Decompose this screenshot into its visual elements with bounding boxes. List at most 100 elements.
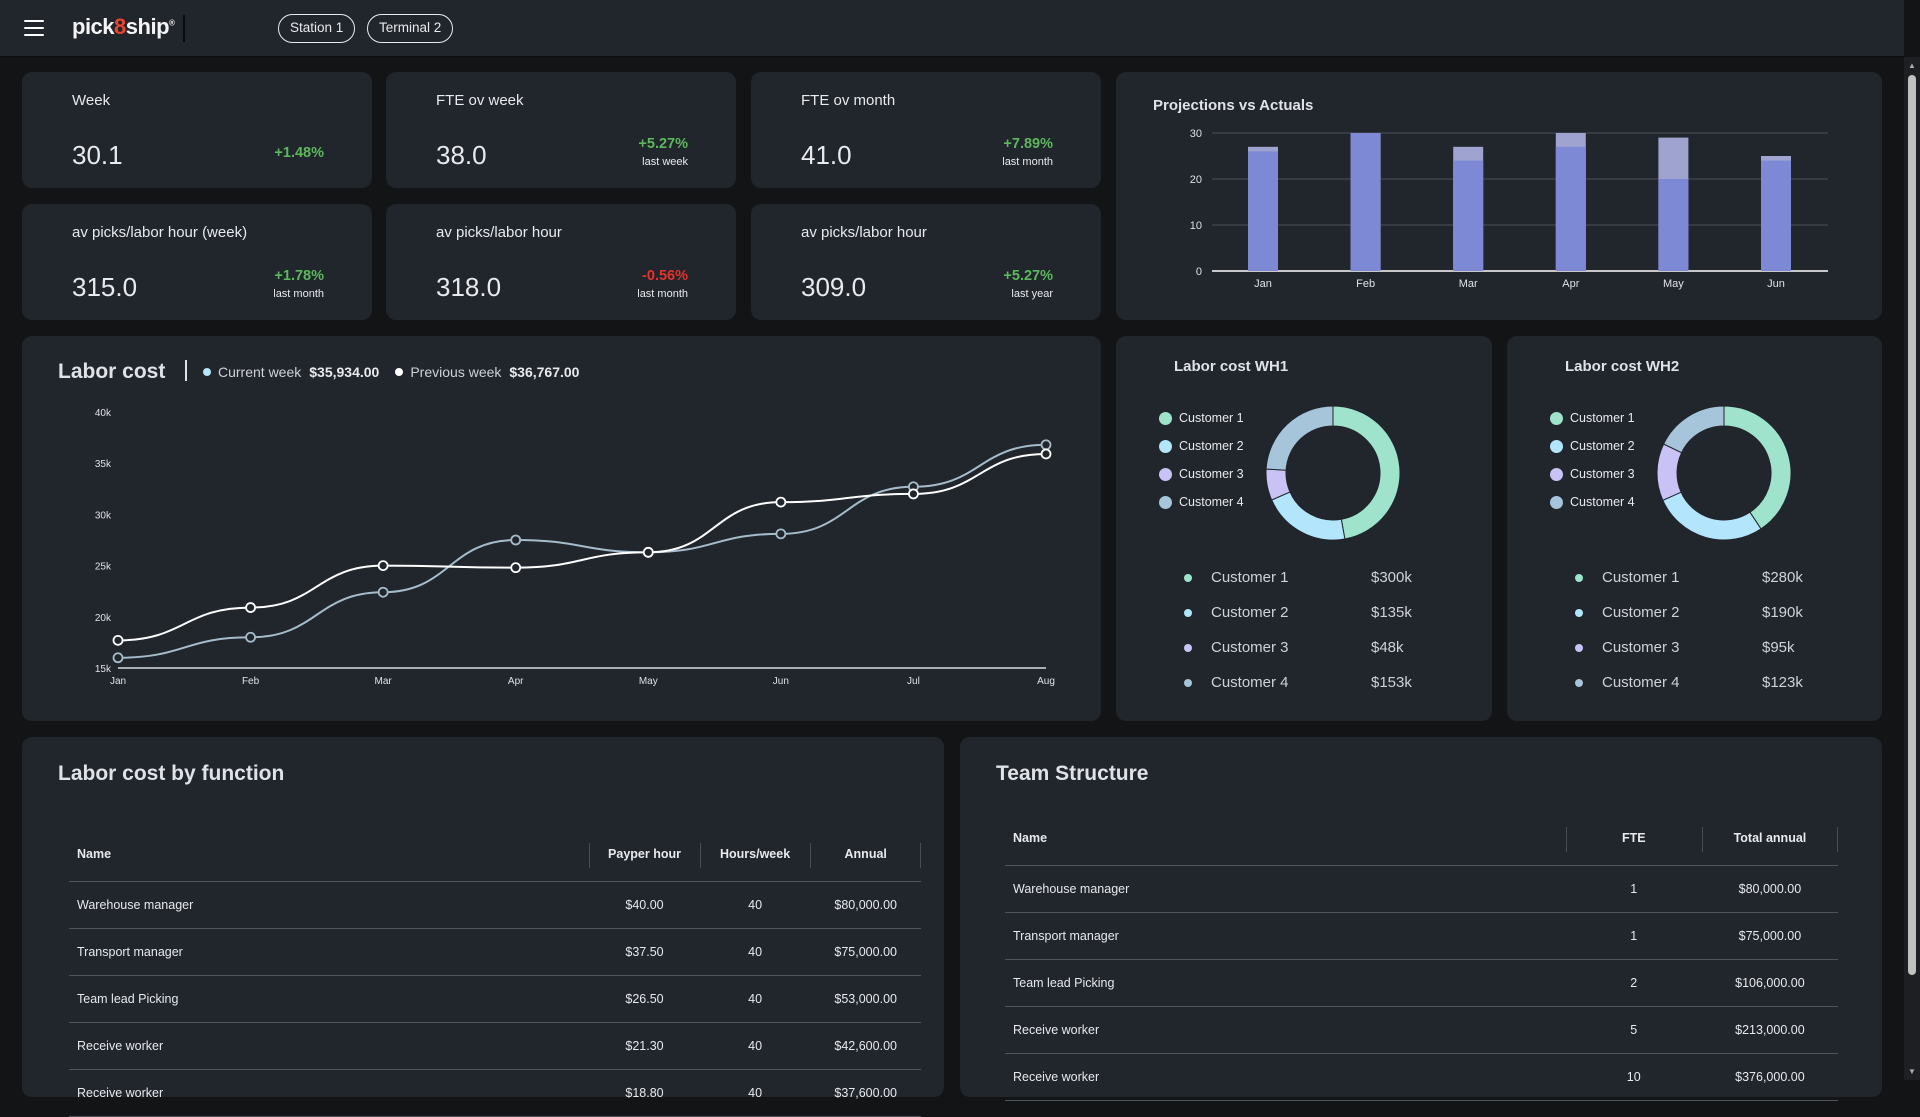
table-cell: $21.30 <box>625 1038 664 1053</box>
table-row[interactable]: Receive worker $18.80 40 $37,600.00 <box>69 1069 921 1116</box>
current-week-point[interactable] <box>775 528 787 540</box>
row-dot-icon <box>1575 643 1583 652</box>
previous-week-point[interactable] <box>775 496 787 508</box>
donut-slice[interactable] <box>1265 405 1334 471</box>
scroll-up-icon[interactable]: ▲ <box>1908 61 1916 70</box>
row-dot-icon <box>1184 573 1192 582</box>
table-row[interactable]: Team lead Picking $26.50 40 $53,000.00 <box>69 975 921 1022</box>
previous-week-point[interactable] <box>1040 448 1052 460</box>
scroll-down-icon[interactable]: ▼ <box>1908 1067 1916 1076</box>
labor-cost-by-function-card: Labor cost by function Name Payper hour Ho… <box>22 737 944 1116</box>
current-week-point[interactable] <box>112 652 124 664</box>
customer-cost-row: Customer 2 $135k <box>1184 604 1412 621</box>
table-cell: 40 <box>748 944 763 959</box>
x-tick-label: Jan <box>1254 278 1272 290</box>
donut-legend-item[interactable]: Customer 3 <box>1550 467 1635 481</box>
previous-week-total: $36,767.00 <box>509 364 580 380</box>
column-header[interactable]: Annual <box>810 827 921 881</box>
donut-legend-item[interactable]: Customer 1 <box>1159 411 1244 425</box>
customer-cost-row: Customer 1 $280k <box>1575 569 1803 586</box>
table-row[interactable]: Receive worker $21.30 40 $42,600.00 <box>69 1022 921 1069</box>
previous-week-dot-icon <box>395 368 404 376</box>
table-cell: 40 <box>748 991 763 1006</box>
table-cell: $26.50 <box>625 991 664 1006</box>
table-cell: 10 <box>1626 1069 1641 1084</box>
donut-slice[interactable] <box>1656 443 1683 501</box>
previous-week-point[interactable] <box>908 488 919 500</box>
donut-slice[interactable] <box>1332 405 1401 540</box>
column-header[interactable]: Total annual <box>1701 811 1839 865</box>
actual-bar[interactable] <box>1350 133 1381 271</box>
column-header[interactable]: FTE <box>1565 811 1702 865</box>
table-row[interactable]: Warehouse manager $40.00 40 $80,000.00 <box>69 881 921 928</box>
legend-dot-icon <box>1159 411 1172 425</box>
customer-name: Customer 3 <box>1211 639 1289 656</box>
table-cell: $80,000.00 <box>834 897 897 912</box>
previous-week-point[interactable] <box>377 560 389 572</box>
donut-slice[interactable] <box>1265 468 1291 501</box>
scrollbar-thumb[interactable] <box>1908 75 1916 975</box>
table-cell: $42,600.00 <box>834 1038 897 1053</box>
actual-bar[interactable] <box>1555 146 1586 271</box>
table-cell: $75,000.00 <box>1738 928 1802 943</box>
legend-dot-icon <box>1550 439 1563 453</box>
current-week-point[interactable] <box>510 534 522 546</box>
table-row[interactable]: Team lead Picking 2 $106,000.00 <box>1005 959 1838 1006</box>
actual-bar[interactable] <box>1248 151 1278 271</box>
kpi-label: FTE ov week <box>436 92 524 109</box>
x-tick-label: May <box>639 676 658 687</box>
table-row[interactable]: Transport manager $37.50 40 $75,000.00 <box>69 928 921 975</box>
previous-week-point[interactable] <box>245 602 256 613</box>
donut-legend-item[interactable]: Customer 1 <box>1550 411 1635 425</box>
customer-cost-row: Customer 2 $190k <box>1575 604 1803 621</box>
current-week-point[interactable] <box>245 631 256 643</box>
table-row[interactable]: Transport manager 1 $75,000.00 <box>1005 912 1838 959</box>
table-cell: $75,000.00 <box>834 944 897 959</box>
wh2-card: Labor cost WH2 Customer 1 Customer 1 $280k C… <box>1507 336 1882 721</box>
donut-legend-item[interactable]: Customer 2 <box>1550 439 1635 453</box>
hamburger-menu-icon[interactable] <box>24 20 44 36</box>
x-tick-label: Apr <box>508 676 524 687</box>
kpi-value: 38.0 <box>436 140 487 170</box>
table-cell: Receive worker <box>77 1038 164 1053</box>
donut-slice[interactable] <box>1723 405 1792 530</box>
legend-label: Customer 3 <box>1179 467 1244 481</box>
kpi-value: 30.1 <box>72 140 123 170</box>
table-header-row: Name Payper hour Hours/week Annual <box>69 827 921 881</box>
previous-week-point[interactable] <box>510 562 522 574</box>
column-header[interactable]: Name <box>77 846 112 861</box>
column-header[interactable]: Payper hour <box>589 827 700 881</box>
donut-slice[interactable] <box>1662 491 1762 541</box>
page-scrollbar[interactable]: ▲ ▼ <box>1904 57 1920 1080</box>
table-row[interactable]: Receive worker 10 $376,000.00 <box>1005 1053 1838 1100</box>
donut-slice[interactable] <box>1662 405 1725 454</box>
donut-slice[interactable] <box>1271 491 1346 541</box>
donut-legend-item[interactable]: Customer 4 <box>1550 495 1635 509</box>
labor-cost-card: 15k 20k 25k 30k 35k 40k Jan Feb Mar Apr May Jun Jul A… <box>22 336 1101 721</box>
table-cell: Transport manager <box>77 944 183 959</box>
kpi-value: 309.0 <box>801 272 867 302</box>
column-header[interactable]: Hours/week <box>699 827 811 881</box>
terminal-selector[interactable]: Terminal 2 <box>367 14 454 43</box>
station-selector[interactable]: Station 1 <box>278 14 356 43</box>
table-cell: $37.50 <box>625 944 664 959</box>
actual-bar[interactable] <box>1761 160 1791 271</box>
previous-week-point[interactable] <box>112 634 124 646</box>
donut-legend-item[interactable]: Customer 4 <box>1159 495 1244 509</box>
table-row[interactable]: Receive worker 5 $213,000.00 <box>1005 1006 1838 1053</box>
previous-week-line <box>117 452 1047 642</box>
actual-bar[interactable] <box>1658 179 1689 271</box>
previous-week-point[interactable] <box>642 546 654 558</box>
table-row[interactable]: Warehouse manager 1 $80,000.00 <box>1005 865 1838 912</box>
kpi-change: -0.56% <box>642 268 688 284</box>
current-week-point[interactable] <box>1040 439 1052 451</box>
customer-cost: $300k <box>1371 569 1412 586</box>
donut-legend-item[interactable]: Customer 3 <box>1159 467 1244 481</box>
column-header[interactable]: Name <box>1013 830 1048 845</box>
current-week-total: $35,934.00 <box>309 364 380 380</box>
actual-bar[interactable] <box>1453 160 1484 271</box>
donut-legend-item[interactable]: Customer 2 <box>1159 439 1244 453</box>
x-tick-label: May <box>1663 278 1684 290</box>
current-week-point[interactable] <box>377 586 389 598</box>
pick8ship-logo: pick8ship® <box>72 14 175 39</box>
